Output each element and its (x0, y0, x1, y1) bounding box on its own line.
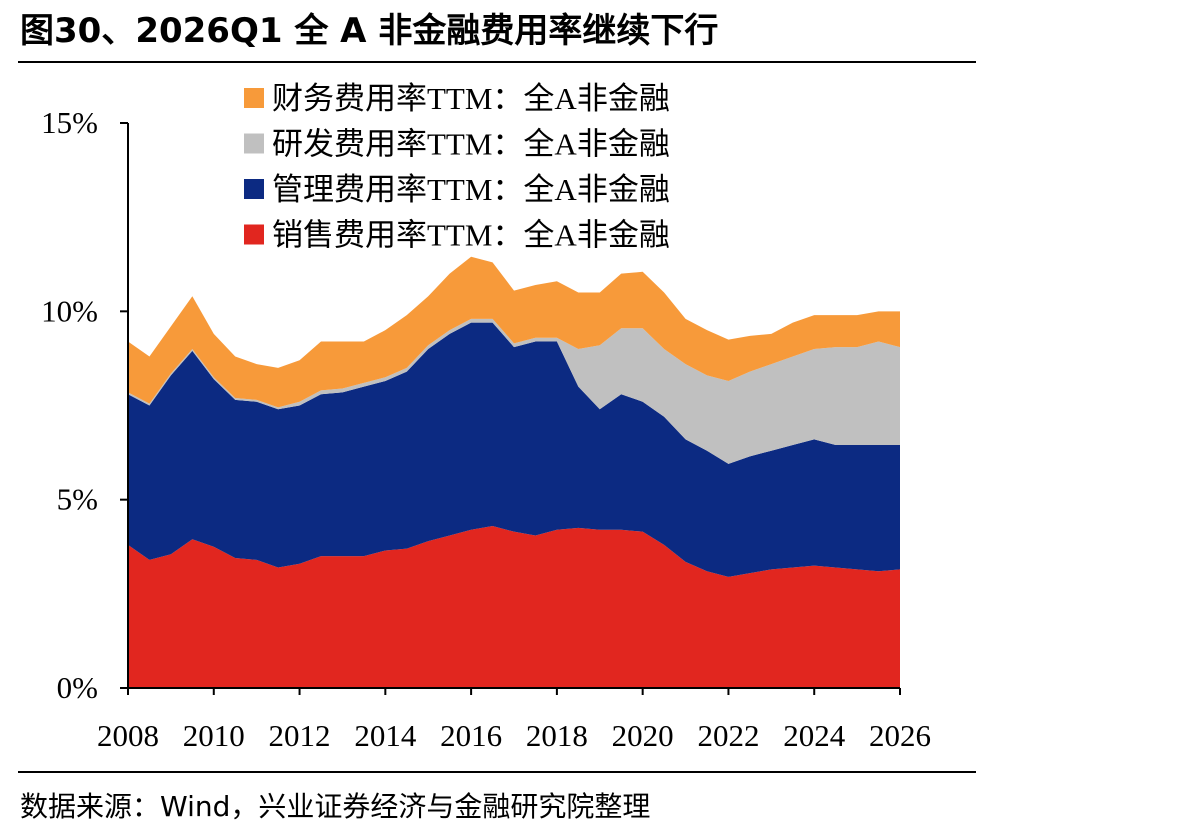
x-tick-label: 2016 (440, 718, 502, 753)
x-tick-label: 2012 (269, 718, 331, 753)
area (128, 526, 900, 688)
y-tick-label: 5% (57, 482, 98, 517)
x-tick-label: 2022 (697, 718, 759, 753)
legend-swatch (244, 224, 264, 245)
area (128, 318, 900, 464)
x-tick-label: 2010 (183, 718, 245, 753)
legend-label: 销售费用率TTM：全A非金融 (272, 218, 670, 253)
chart-title: 图30、2026Q1 全 A 非金融费用率继续下行 (20, 11, 718, 51)
x-tick-label: 2026 (869, 718, 931, 753)
source: 数据来源：Wind，兴业证券经济与金融研究院整理 (20, 790, 650, 823)
legend-label: 管理费用率TTM：全A非金融 (272, 172, 670, 207)
y-tick-label: 15% (41, 105, 98, 140)
legend-label: 财务费用率TTM：全A非金融 (272, 81, 670, 116)
x-tick-label: 2014 (354, 718, 417, 753)
legend-swatch (244, 179, 264, 199)
legend-swatch (244, 133, 264, 154)
x-tick-label: 2008 (97, 718, 159, 753)
y-tick-label: 0% (57, 670, 98, 705)
x-tick-label: 2018 (526, 718, 588, 753)
x-tick-label: 2020 (612, 718, 674, 753)
y-tick-label: 10% (41, 293, 98, 328)
area (128, 256, 900, 408)
legend-label: 研发费用率TTM：全A非金融 (272, 127, 670, 162)
legend-swatch (244, 88, 264, 108)
x-tick-label: 2024 (783, 718, 846, 753)
area (128, 322, 900, 577)
